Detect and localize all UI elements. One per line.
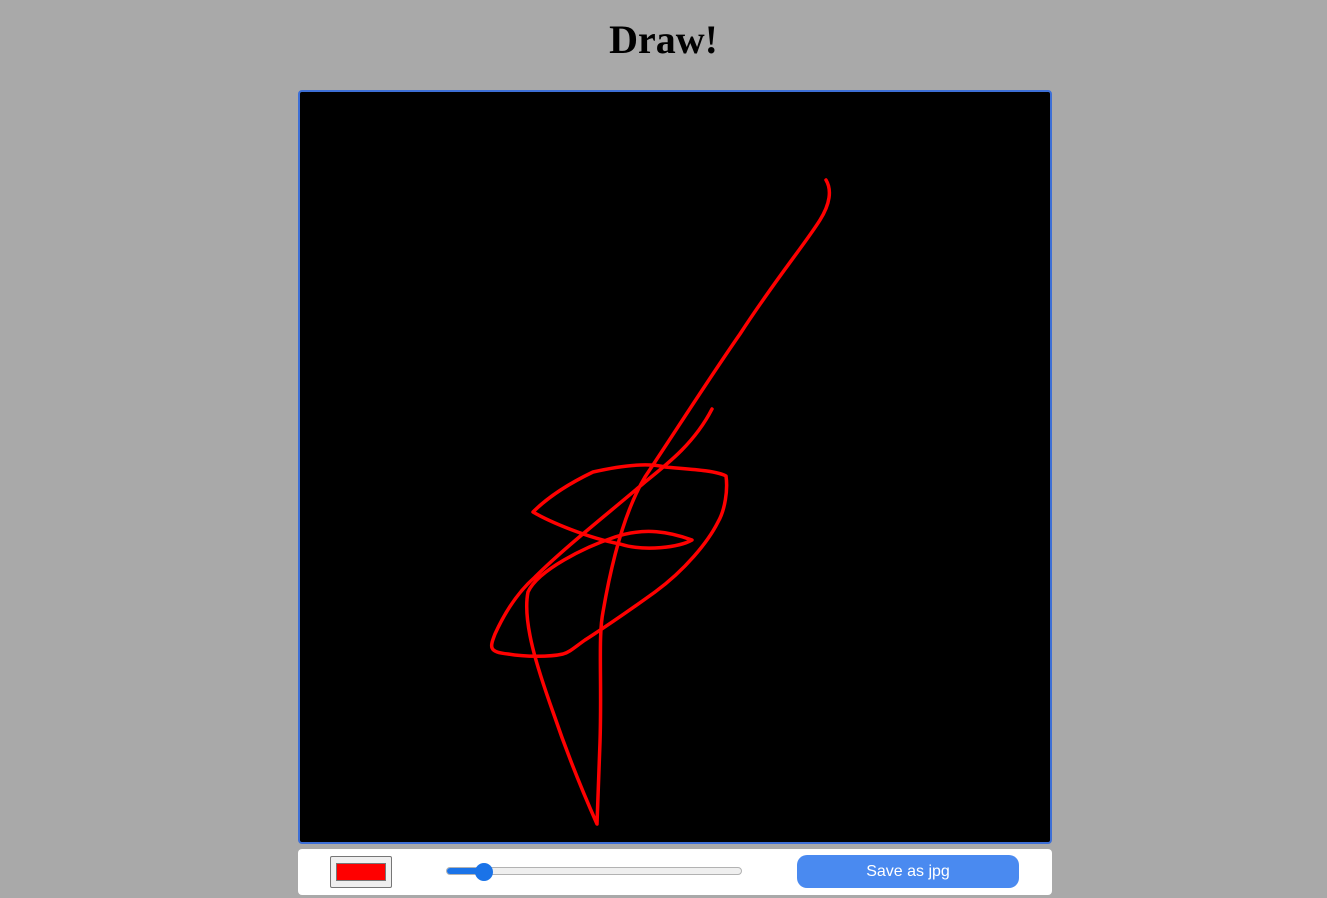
- toolbar: Save as jpg: [298, 849, 1052, 895]
- slider-fill: [447, 868, 485, 874]
- color-swatch: [336, 863, 386, 881]
- slider-thumb[interactable]: [475, 863, 493, 881]
- color-picker[interactable]: [330, 856, 392, 888]
- brush-size-slider[interactable]: [446, 862, 742, 882]
- slider-track: [446, 867, 742, 875]
- save-as-jpg-button[interactable]: Save as jpg: [797, 855, 1019, 888]
- drawn-stroke: [489, 178, 832, 826]
- drawing-canvas[interactable]: [298, 90, 1052, 844]
- page-title: Draw!: [609, 17, 718, 62]
- canvas-surface[interactable]: [300, 92, 1050, 842]
